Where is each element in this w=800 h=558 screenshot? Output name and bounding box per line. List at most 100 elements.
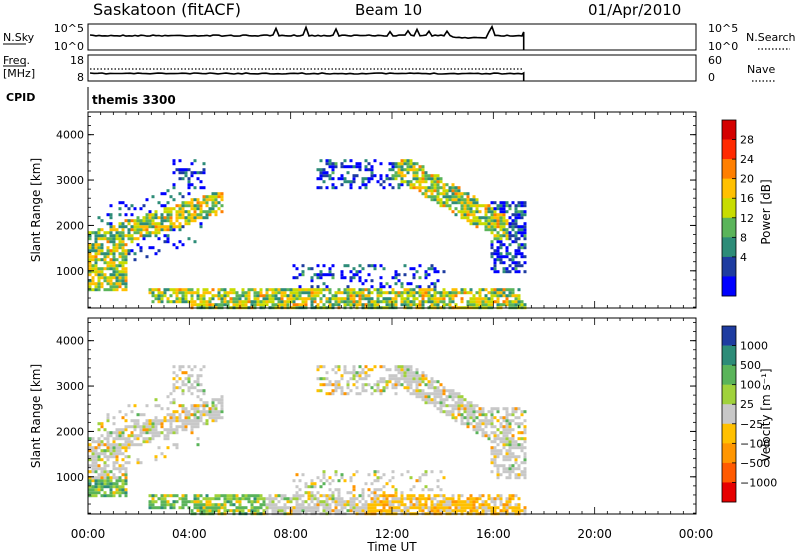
range-cell [490, 461, 494, 465]
range-cell [94, 446, 98, 450]
range-cell [439, 398, 443, 402]
range-cell [511, 255, 515, 259]
range-cell [310, 482, 314, 486]
range-cell [514, 255, 518, 259]
range-cell [349, 497, 353, 501]
range-cell [445, 398, 449, 402]
range-cell [349, 288, 353, 292]
range-cell [334, 386, 338, 390]
range-cell [418, 497, 422, 501]
range-cell [154, 500, 158, 504]
range-cell [469, 410, 473, 414]
range-cell [382, 473, 386, 477]
range-cell [376, 503, 380, 507]
range-cell [385, 500, 389, 504]
range-cell [370, 165, 374, 169]
range-cell [118, 276, 122, 280]
range-cell [361, 506, 365, 510]
range-cell [184, 416, 188, 420]
range-cell [463, 288, 467, 292]
range-cell [145, 198, 149, 202]
range-cell [223, 303, 227, 307]
range-cell [403, 377, 407, 381]
range-cell [460, 201, 464, 205]
range-cell [520, 461, 524, 465]
range-cell [331, 177, 335, 181]
range-cell [496, 270, 500, 274]
range-cell [265, 303, 269, 307]
range-cell [454, 416, 458, 420]
range-cell [373, 365, 377, 369]
range-cell [406, 374, 410, 378]
range-cell [499, 225, 503, 229]
range-cell [346, 285, 350, 289]
range-cell [184, 219, 188, 223]
range-cell [220, 303, 224, 307]
range-cell [352, 368, 356, 372]
range-cell [196, 377, 200, 381]
range-cell [340, 183, 344, 187]
range-cell [415, 174, 419, 178]
range-cell [154, 428, 158, 432]
range-cell [169, 219, 173, 223]
range-cell [331, 368, 335, 372]
range-cell [304, 297, 308, 301]
range-cell [337, 491, 341, 495]
range-cell [307, 297, 311, 301]
range-cell [187, 168, 191, 172]
range-cell [115, 249, 119, 253]
range-cell [97, 231, 101, 235]
range-cell [100, 449, 104, 453]
range-cell [412, 485, 416, 489]
range-cell [253, 506, 257, 510]
range-cell [436, 485, 440, 489]
range-cell [448, 413, 452, 417]
range-cell [397, 186, 401, 190]
range-cell [481, 509, 485, 513]
range-cell [148, 210, 152, 214]
range-cell [466, 192, 470, 196]
range-cell [430, 506, 434, 510]
range-cell [301, 270, 305, 274]
range-cell [106, 443, 110, 447]
range-cell [163, 240, 167, 244]
range-cell [508, 428, 512, 432]
range-cell [271, 300, 275, 304]
range-cell [412, 494, 416, 498]
range-cell [115, 482, 119, 486]
range-cell [508, 222, 512, 226]
range-cell [100, 482, 104, 486]
range-cell [409, 288, 413, 292]
range-cell [364, 509, 368, 513]
range-cell [304, 303, 308, 307]
range-cell [151, 294, 155, 298]
range-cell [349, 491, 353, 495]
range-cell [493, 455, 497, 459]
range-cell [433, 180, 437, 184]
range-cell [451, 509, 455, 513]
range-cell [427, 291, 431, 295]
range-cell [520, 422, 524, 426]
range-cell [142, 431, 146, 435]
range-cell [415, 303, 419, 307]
range-cell [481, 297, 485, 301]
range-cell [136, 237, 140, 241]
range-cell [199, 186, 203, 190]
range-cell [343, 506, 347, 510]
range-cell [436, 297, 440, 301]
range-cell [328, 297, 332, 301]
range-cell [490, 228, 494, 232]
range-cell [166, 297, 170, 301]
range-cell [160, 419, 164, 423]
range-cell [88, 482, 92, 486]
range-cell [475, 216, 479, 220]
range-cell [454, 294, 458, 298]
range-cell [184, 422, 188, 426]
range-cell [487, 434, 491, 438]
range-cell [391, 288, 395, 292]
range-cell [520, 473, 524, 477]
range-cell [193, 386, 197, 390]
range-cell [517, 455, 521, 459]
range-cell [496, 207, 500, 211]
range-cell [322, 383, 326, 387]
